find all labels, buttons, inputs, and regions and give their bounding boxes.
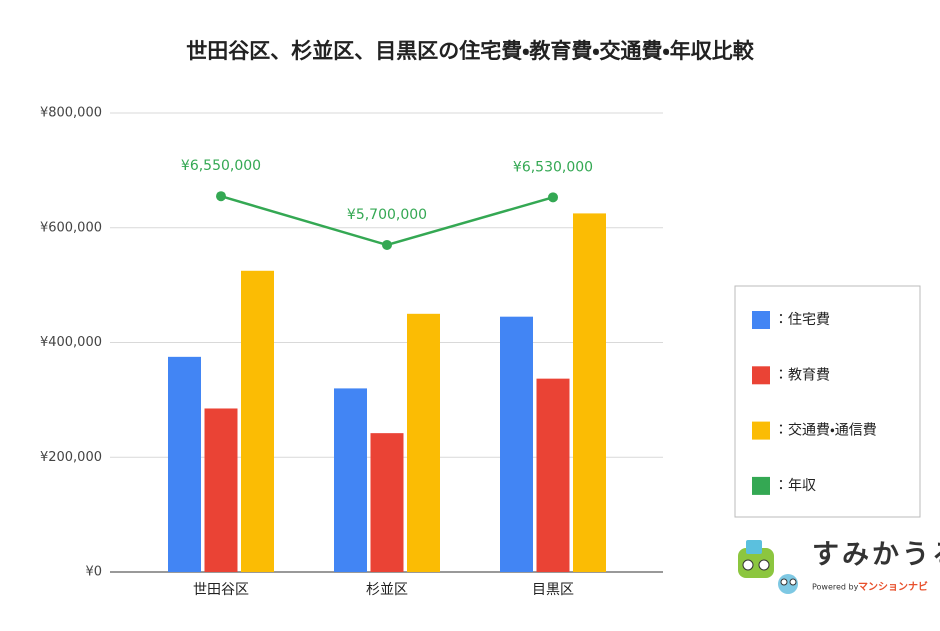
legend-swatch (752, 311, 770, 329)
bar (168, 356, 201, 572)
legend-swatch (752, 476, 770, 495)
x-tick-label: 杉並区 (366, 582, 408, 598)
logo-icon (746, 540, 762, 554)
legend-swatch (752, 421, 770, 440)
bar (407, 313, 440, 572)
y-tick-label: ¥0 (85, 565, 102, 580)
logo: すみかうる Powered by マンションナビ (738, 540, 940, 594)
data-label: ¥6,530,000 (513, 159, 593, 175)
logo-text: すみかうる (812, 540, 940, 571)
logo-powered: Powered by (812, 583, 859, 592)
logo-icon (789, 578, 797, 586)
bar (241, 270, 274, 572)
bar (370, 433, 404, 572)
line-point (216, 191, 226, 202)
bar (204, 408, 238, 572)
x-tick-label: 世田谷区 (193, 582, 249, 598)
data-label: ¥5,700,000 (347, 207, 427, 223)
y-tick-label: ¥600,000 (40, 220, 102, 235)
y-tick-label: ¥400,000 (40, 335, 102, 350)
legend-label: ：年収 (774, 478, 816, 494)
y-tick-label: ¥800,000 (40, 106, 102, 121)
bar (334, 388, 367, 572)
chart-title: 世田谷区、杉並区、目黒区の住宅費・教育費・交通費・年収比較 (186, 39, 754, 63)
line-point (382, 239, 392, 250)
logo-icon (742, 559, 754, 571)
logo-icon (758, 559, 770, 571)
bar (573, 213, 606, 572)
legend-label: ：住宅費 (774, 312, 830, 328)
legend-label: ：交通費・通信費 (774, 423, 877, 439)
y-tick-label: ¥200,000 (40, 450, 102, 465)
logo-brand: マンションナビ (858, 580, 928, 593)
logo-icon (738, 548, 774, 578)
line-point (548, 192, 558, 203)
legend-swatch (752, 366, 770, 385)
logo-icon (780, 578, 788, 586)
x-tick-label: 目黒区 (532, 582, 574, 598)
bar (500, 316, 533, 572)
data-label: ¥6,550,000 (181, 158, 261, 174)
bar (536, 378, 570, 572)
legend-label: ：教育費 (774, 367, 830, 383)
